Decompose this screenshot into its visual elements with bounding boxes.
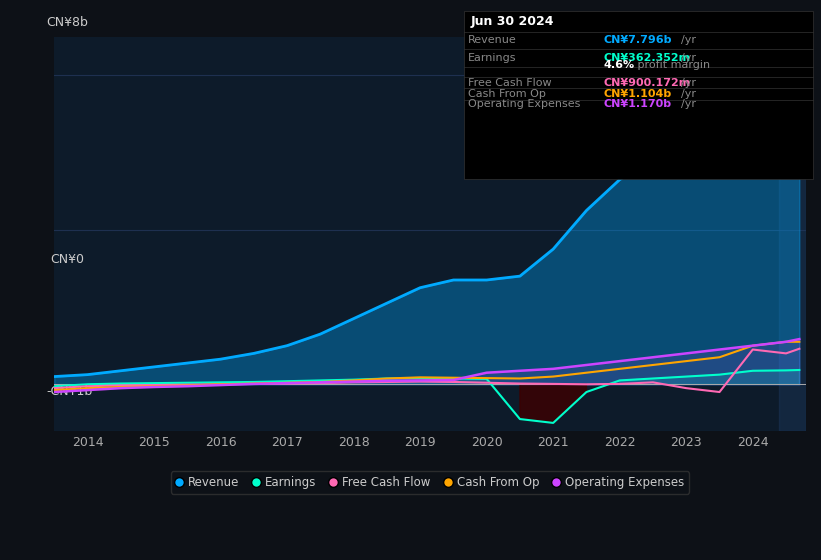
Text: Operating Expenses: Operating Expenses bbox=[468, 99, 580, 109]
Text: Free Cash Flow: Free Cash Flow bbox=[468, 78, 552, 88]
Text: Jun 30 2024: Jun 30 2024 bbox=[470, 15, 554, 28]
Text: /yr: /yr bbox=[681, 88, 696, 99]
Text: /yr: /yr bbox=[681, 78, 696, 88]
Text: Cash From Op: Cash From Op bbox=[468, 88, 546, 99]
Text: CN¥8b: CN¥8b bbox=[47, 16, 89, 29]
Text: CN¥1.104b: CN¥1.104b bbox=[603, 88, 672, 99]
Text: /yr: /yr bbox=[681, 35, 696, 45]
Legend: Revenue, Earnings, Free Cash Flow, Cash From Op, Operating Expenses: Revenue, Earnings, Free Cash Flow, Cash … bbox=[171, 472, 689, 494]
Bar bbox=[779, 36, 806, 431]
Text: 4.6%: 4.6% bbox=[603, 60, 635, 70]
Text: CN¥362.352m: CN¥362.352m bbox=[603, 53, 690, 63]
Text: /yr: /yr bbox=[681, 99, 696, 109]
Text: profit margin: profit margin bbox=[634, 60, 710, 70]
Text: -CN¥1b: -CN¥1b bbox=[47, 385, 93, 398]
Text: Revenue: Revenue bbox=[468, 35, 516, 45]
Text: CN¥1.170b: CN¥1.170b bbox=[603, 99, 672, 109]
Text: /yr: /yr bbox=[681, 53, 696, 63]
Text: CN¥900.172m: CN¥900.172m bbox=[603, 78, 690, 88]
Text: CN¥7.796b: CN¥7.796b bbox=[603, 35, 672, 45]
Text: CN¥0: CN¥0 bbox=[50, 253, 85, 266]
Text: Earnings: Earnings bbox=[468, 53, 516, 63]
